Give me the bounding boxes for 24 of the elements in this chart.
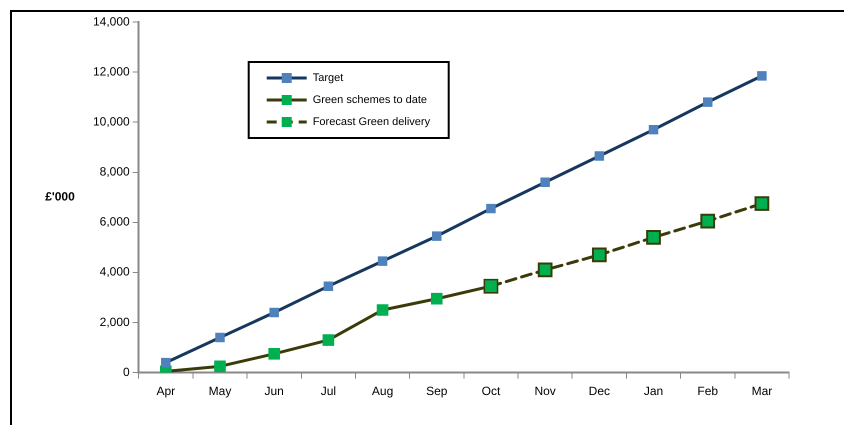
legend-label: Green schemes to date (312, 94, 428, 106)
x-tick-label: Sep (426, 384, 448, 398)
x-tick-label: Dec (588, 384, 610, 398)
x-tick-label: Jan (644, 384, 664, 398)
x-tick-label: Jun (264, 384, 284, 398)
x-tick-label: Feb (697, 384, 718, 398)
x-tick-label: Oct (482, 384, 501, 398)
x-tick-label: May (208, 384, 232, 398)
y-tick-label: 8,000 (100, 164, 130, 179)
x-tick-label: Jul (320, 384, 336, 398)
y-tick-label: 0 (123, 364, 130, 379)
x-tick-label: Aug (372, 384, 394, 398)
y-tick-label: 14,000 (93, 14, 130, 28)
x-tick-label: Apr (156, 384, 176, 398)
legend-label: Target (312, 72, 344, 84)
legend-label: Forecast Green delivery (312, 116, 431, 128)
x-tick-label: Mar (752, 384, 772, 398)
y-tick-label: 2,000 (100, 314, 130, 329)
y-tick-label: 10,000 (93, 114, 130, 128)
y-tick-label: 4,000 (100, 264, 130, 279)
y-tick-label: 12,000 (93, 64, 130, 78)
y-tick-label: 6,000 (100, 214, 130, 229)
y-axis-title: £'000 (45, 190, 76, 204)
x-tick-label: Nov (534, 384, 556, 398)
